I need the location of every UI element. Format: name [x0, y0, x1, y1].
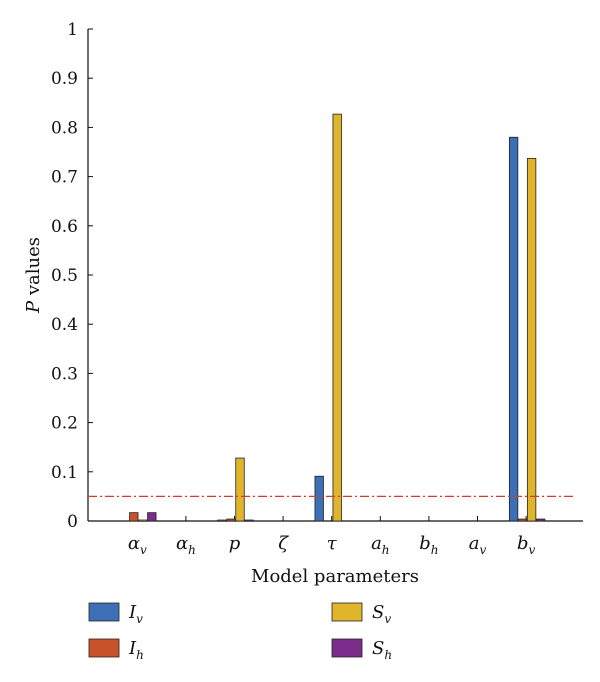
legend-swatch [331, 602, 363, 622]
y-tick-label: 0.5 [51, 266, 78, 286]
x-tick-label-sub: v [479, 543, 486, 557]
x-tick-label-base: b [517, 533, 529, 554]
y-tick-label: 0 [67, 512, 78, 532]
bar [235, 457, 245, 522]
y-axis-title-text: values [23, 237, 44, 301]
x-tick-label: ah [371, 533, 389, 557]
x-tick-label-base: a [371, 533, 382, 554]
legend-label: Sv [372, 602, 391, 626]
x-tick-label: ζ [278, 533, 289, 554]
y-tick-label: 0.3 [51, 364, 78, 384]
y-axis-title-symbol: P [23, 300, 44, 314]
legend-swatch [88, 638, 120, 658]
legend-label-sub: v [384, 612, 391, 626]
x-tick-label-base: a [469, 533, 480, 554]
y-tick-label: 1 [67, 20, 78, 40]
x-tick-label-base: α [128, 533, 140, 554]
legend-label: Sh [372, 638, 392, 662]
y-tick-label: 0.4 [51, 315, 78, 335]
y-tick-label: 0.7 [51, 168, 78, 188]
x-tick-label: p [229, 533, 241, 554]
x-tick-label: bh [419, 533, 438, 557]
bar [244, 519, 254, 522]
bars [129, 113, 546, 522]
x-tick-label-sub: v [528, 543, 535, 557]
y-tick-label: 0.2 [51, 414, 78, 434]
bar [217, 519, 227, 522]
bar [508, 136, 519, 522]
legend-label-sub: v [136, 612, 143, 626]
x-tick-label-sub: v [140, 543, 147, 557]
x-tick-label-base: α [176, 533, 188, 554]
bar [332, 113, 342, 522]
x-axis-title: Model parameters [251, 566, 419, 587]
bar [129, 512, 139, 522]
y-tick-label: 0.6 [51, 217, 78, 237]
x-tick-label-base: τ [327, 533, 338, 554]
bar [517, 518, 528, 522]
x-tick-label: αv [128, 533, 147, 557]
legend-label: Ih [128, 638, 144, 662]
x-tick-label: αh [176, 533, 196, 557]
bar [226, 518, 236, 522]
x-tick-label: bv [517, 533, 536, 557]
legend-label-base: S [372, 638, 384, 659]
x-tick-label-sub: h [382, 543, 390, 557]
legend-swatch [331, 638, 363, 658]
legend-label: Iv [128, 602, 143, 626]
bar [138, 519, 148, 522]
x-tick-label: τ [327, 533, 338, 554]
x-tick-label-base: ζ [278, 533, 289, 554]
legend-label-base: S [372, 602, 384, 623]
x-tick-label: av [469, 533, 487, 557]
y-axis: 0 0.1 0.2 0.3 0.4 0.5 0.6 0.7 0.8 0.9 1 [51, 20, 93, 532]
y-tick-label: 0.8 [51, 118, 78, 138]
y-tick-label: 0.1 [51, 463, 78, 483]
legend-label-sub: h [136, 648, 144, 662]
bar [147, 512, 157, 522]
legend-label-base: I [128, 602, 137, 623]
x-tick-label-sub: h [431, 543, 439, 557]
legend-label-sub: h [384, 648, 392, 662]
bar [526, 157, 537, 522]
x-tick-label-sub: h [188, 543, 196, 557]
y-axis-title: P values [23, 237, 44, 314]
bar [535, 518, 546, 522]
bar [314, 475, 324, 522]
x-tick-label-base: p [229, 533, 241, 554]
legend-swatch [88, 602, 120, 622]
x-tick-label-base: b [419, 533, 431, 554]
legend-label-base: I [128, 638, 137, 659]
x-axis: αv αh p ζ τ ah bh av bv [88, 516, 583, 557]
y-tick-label: 0.9 [51, 69, 78, 89]
